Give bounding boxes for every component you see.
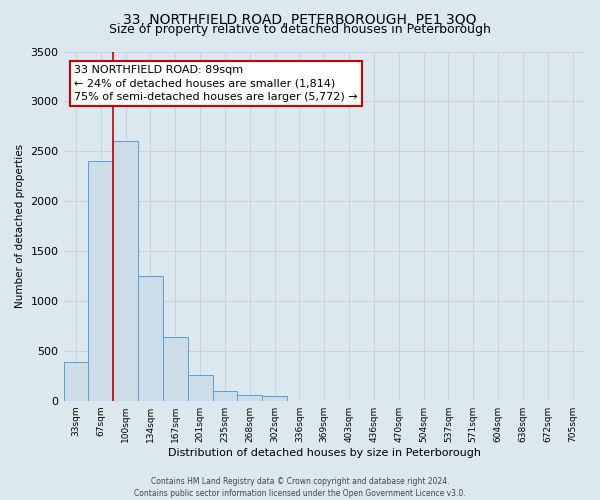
Bar xyxy=(188,376,212,400)
Text: 33, NORTHFIELD ROAD, PETERBOROUGH, PE1 3QQ: 33, NORTHFIELD ROAD, PETERBOROUGH, PE1 3… xyxy=(123,12,477,26)
Bar xyxy=(138,276,163,400)
Bar xyxy=(238,395,262,400)
Text: 33 NORTHFIELD ROAD: 89sqm
← 24% of detached houses are smaller (1,814)
75% of se: 33 NORTHFIELD ROAD: 89sqm ← 24% of detac… xyxy=(74,66,358,102)
Bar xyxy=(113,142,138,400)
Bar xyxy=(262,396,287,400)
X-axis label: Distribution of detached houses by size in Peterborough: Distribution of detached houses by size … xyxy=(168,448,481,458)
Text: Size of property relative to detached houses in Peterborough: Size of property relative to detached ho… xyxy=(109,22,491,36)
Bar xyxy=(64,362,88,401)
Text: Contains HM Land Registry data © Crown copyright and database right 2024.
Contai: Contains HM Land Registry data © Crown c… xyxy=(134,476,466,498)
Bar xyxy=(163,337,188,400)
Y-axis label: Number of detached properties: Number of detached properties xyxy=(15,144,25,308)
Bar xyxy=(212,390,238,400)
Bar xyxy=(88,162,113,400)
